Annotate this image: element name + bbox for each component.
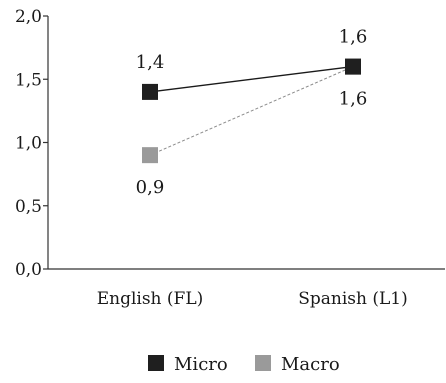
data-label-macro: 0,9 <box>136 177 165 198</box>
series-line-micro <box>149 65 354 93</box>
data-point-micro <box>345 58 361 75</box>
data-point-micro <box>142 83 158 100</box>
x-category-label: English (FL) <box>97 289 204 309</box>
data-label-macro: 1,6 <box>339 89 368 110</box>
legend-label-micro: Micro <box>174 354 228 375</box>
y-tick-label: 0,5 <box>15 197 42 217</box>
legend: Micro Macro <box>148 354 340 375</box>
y-tick-label: 2,0 <box>15 7 42 27</box>
data-label-micro: 1,4 <box>136 52 165 73</box>
x-axis-labels: English (FL) Spanish (L1) <box>97 289 408 309</box>
x-category-label: Spanish (L1) <box>298 289 408 309</box>
series-line-macro <box>149 66 354 156</box>
data-labels: 1,4 1,6 0,9 1,6 <box>136 27 368 199</box>
y-axis-ticks: 0,0 0,5 1,0 1,5 2,0 <box>15 7 48 280</box>
y-tick-label: 1,0 <box>15 134 42 154</box>
data-point-macro <box>142 147 158 164</box>
axes <box>47 16 445 270</box>
legend-swatch-macro <box>255 355 271 371</box>
series-lines <box>149 65 354 156</box>
legend-swatch-micro <box>148 355 164 371</box>
y-tick-label: 1,5 <box>15 70 42 90</box>
legend-label-macro: Macro <box>281 354 340 375</box>
data-label-micro: 1,6 <box>339 27 368 48</box>
series-points <box>142 58 361 164</box>
y-tick-label: 0,0 <box>15 260 42 280</box>
